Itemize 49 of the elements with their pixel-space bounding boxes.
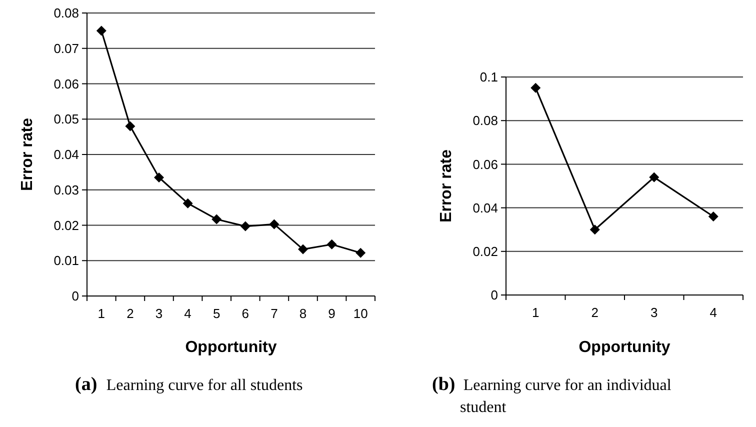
- y-tick-label: 0.06: [54, 76, 79, 92]
- y-tick-label: 0.08: [54, 6, 79, 21]
- y-tick-label: 0.1: [480, 70, 498, 85]
- point: [590, 224, 600, 235]
- y-axis-title: Error rate: [438, 149, 455, 222]
- point: [326, 239, 337, 250]
- y-tick-label: 0.02: [472, 244, 498, 259]
- point: [649, 172, 660, 182]
- point: [212, 214, 222, 224]
- x-tick-label: 9: [328, 306, 336, 321]
- text: (a) Learning curve for all students: [75, 374, 303, 395]
- point: [96, 26, 106, 36]
- y-tick-label: 0.04: [54, 147, 79, 162]
- x-tick-label: 4: [184, 306, 192, 321]
- x-tick-label: 5: [212, 306, 220, 321]
- x-tick-label: 8: [299, 306, 307, 321]
- x-tick-label: 4: [710, 305, 717, 320]
- x-tick-label: 3: [155, 306, 163, 321]
- y-tick-label: 0: [72, 288, 79, 304]
- y-tick-label: 0.03: [54, 182, 79, 198]
- x-tick-label: 3: [650, 305, 658, 320]
- x-axis-title: Opportunity: [578, 339, 670, 356]
- point: [530, 82, 541, 93]
- x-tick-label: 7: [270, 306, 278, 321]
- point: [708, 212, 718, 222]
- y-tick-label: 0.07: [54, 40, 79, 56]
- point: [154, 172, 164, 182]
- point: [240, 221, 250, 232]
- y-tick-label: 0: [490, 288, 498, 303]
- y-tick-label: 0.08: [472, 113, 498, 128]
- y-axis-title: Error rate: [19, 118, 36, 191]
- x-tick-label: 10: [353, 306, 368, 321]
- y-tick-label: 0.05: [54, 112, 79, 127]
- y-tick-label: 0.06: [472, 156, 498, 172]
- y-tick-label: 0.04: [472, 200, 498, 216]
- y-tick-label: 0.02: [54, 218, 79, 233]
- x-tick-label: 2: [126, 306, 134, 321]
- point: [182, 198, 193, 208]
- point: [298, 244, 308, 254]
- point: [269, 219, 280, 230]
- x-axis-title: Opportunity: [185, 339, 277, 356]
- point: [356, 248, 366, 258]
- x-tick-label: 6: [242, 306, 250, 321]
- x-tick-label: 2: [591, 305, 598, 320]
- x-tick-label: 1: [98, 306, 106, 321]
- text: (b) Learning curve for an individual student: [432, 374, 672, 416]
- point: [125, 121, 136, 132]
- y-tick-label: 0.01: [54, 253, 79, 268]
- x-tick-label: 1: [532, 305, 540, 320]
